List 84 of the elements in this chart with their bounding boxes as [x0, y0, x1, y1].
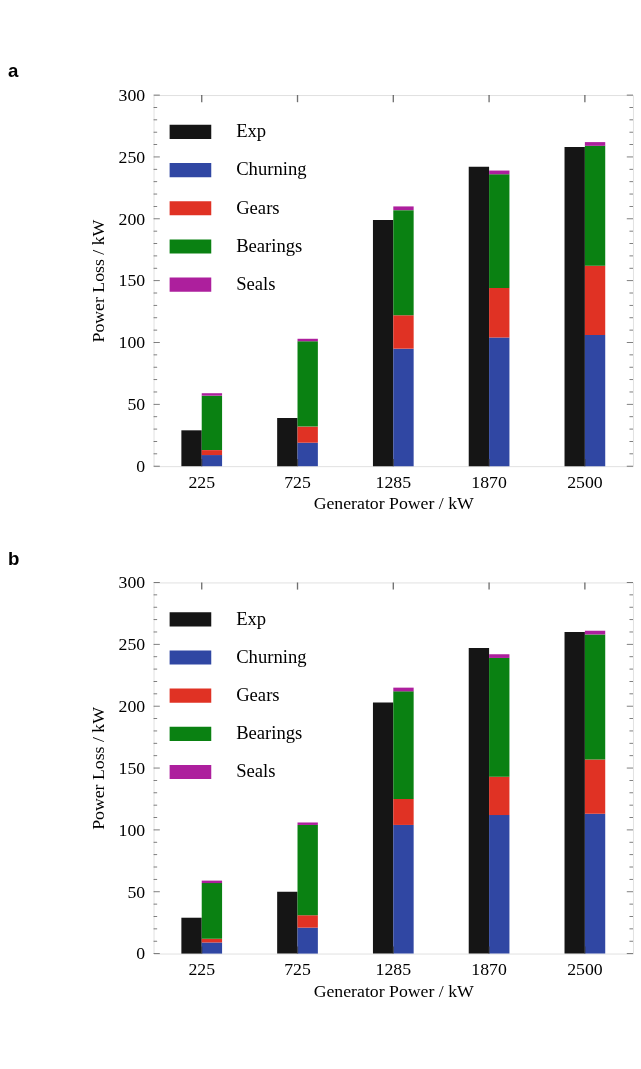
legend-label: Churning	[236, 645, 307, 667]
bar	[584, 145, 606, 266]
x-tick-label: 725	[284, 959, 311, 980]
bar	[181, 917, 202, 954]
bar	[297, 341, 318, 427]
y-tick-label: 300	[118, 84, 146, 105]
y-tick-label: 0	[136, 943, 146, 964]
bar	[489, 657, 510, 777]
y-axis-title: Power Loss / kW	[88, 706, 109, 830]
bar	[201, 393, 223, 396]
y-axis-title: Power Loss / kW	[88, 219, 109, 343]
bar	[201, 942, 223, 954]
y-tick-label: 250	[118, 634, 146, 655]
bar	[564, 631, 585, 954]
bar	[393, 210, 414, 316]
bar	[372, 702, 394, 954]
bar	[584, 813, 606, 954]
x-tick-label: 725	[284, 471, 311, 492]
chart-title: a	[7, 60, 19, 82]
legend-label: Seals	[236, 760, 276, 782]
legend-label: Seals	[236, 272, 276, 294]
y-tick-label: 200	[118, 695, 146, 716]
x-axis-title: Generator Power / kW	[313, 493, 475, 514]
legend-label: Gears	[236, 196, 280, 218]
x-tick-label: 225	[188, 471, 216, 492]
bar	[297, 915, 318, 928]
bar	[393, 798, 414, 825]
bar	[584, 142, 606, 146]
bar	[277, 417, 298, 467]
bar	[468, 166, 490, 467]
legend-label: Gears	[236, 684, 280, 706]
x-tick-label: 1870	[471, 471, 507, 492]
bar	[393, 348, 414, 467]
bar	[393, 206, 414, 211]
x-axis-title: Generator Power / kW	[313, 980, 475, 1001]
y-tick-label: 0	[136, 455, 146, 476]
y-tick-label: 300	[118, 572, 146, 593]
bar	[277, 891, 298, 954]
y-tick-label: 50	[127, 394, 146, 415]
bar	[564, 147, 585, 467]
bar	[489, 337, 510, 467]
bar	[584, 265, 606, 336]
bar	[297, 927, 318, 954]
x-tick-label: 1870	[471, 959, 507, 980]
y-tick-label: 50	[127, 881, 146, 902]
x-tick-label: 1285	[375, 959, 412, 980]
bar	[584, 759, 606, 814]
bar	[393, 824, 414, 954]
bar	[393, 315, 414, 349]
bar	[297, 442, 318, 467]
bar	[297, 822, 318, 825]
bar	[372, 220, 394, 467]
legend-label: Bearings	[236, 234, 303, 256]
x-tick-label: 2500	[567, 471, 603, 492]
bar	[489, 815, 510, 954]
bar	[201, 455, 223, 467]
bar	[584, 634, 606, 760]
bar	[489, 288, 510, 338]
y-tick-label: 250	[118, 146, 146, 167]
bar	[297, 426, 318, 443]
y-tick-label: 100	[118, 332, 146, 353]
y-tick-label: 150	[118, 270, 146, 291]
bar	[297, 824, 318, 916]
y-tick-label: 100	[118, 819, 146, 840]
y-tick-label: 200	[118, 208, 146, 229]
x-tick-label: 225	[188, 959, 216, 980]
legend-label: Churning	[236, 158, 307, 180]
bar	[201, 395, 223, 451]
x-tick-label: 1285	[375, 471, 412, 492]
legend-label: Bearings	[236, 722, 303, 744]
bar	[489, 776, 510, 816]
bar	[489, 654, 510, 658]
x-tick-label: 2500	[567, 959, 603, 980]
bar	[181, 430, 202, 467]
bar	[393, 691, 414, 799]
bar	[201, 450, 223, 456]
y-tick-label: 150	[118, 757, 146, 778]
bar	[584, 335, 606, 467]
bar	[489, 174, 510, 289]
legend-label: Exp	[236, 607, 267, 629]
bar	[201, 883, 223, 939]
legend-label: Exp	[236, 120, 267, 142]
chart-title: b	[7, 547, 20, 569]
bar	[468, 648, 490, 954]
